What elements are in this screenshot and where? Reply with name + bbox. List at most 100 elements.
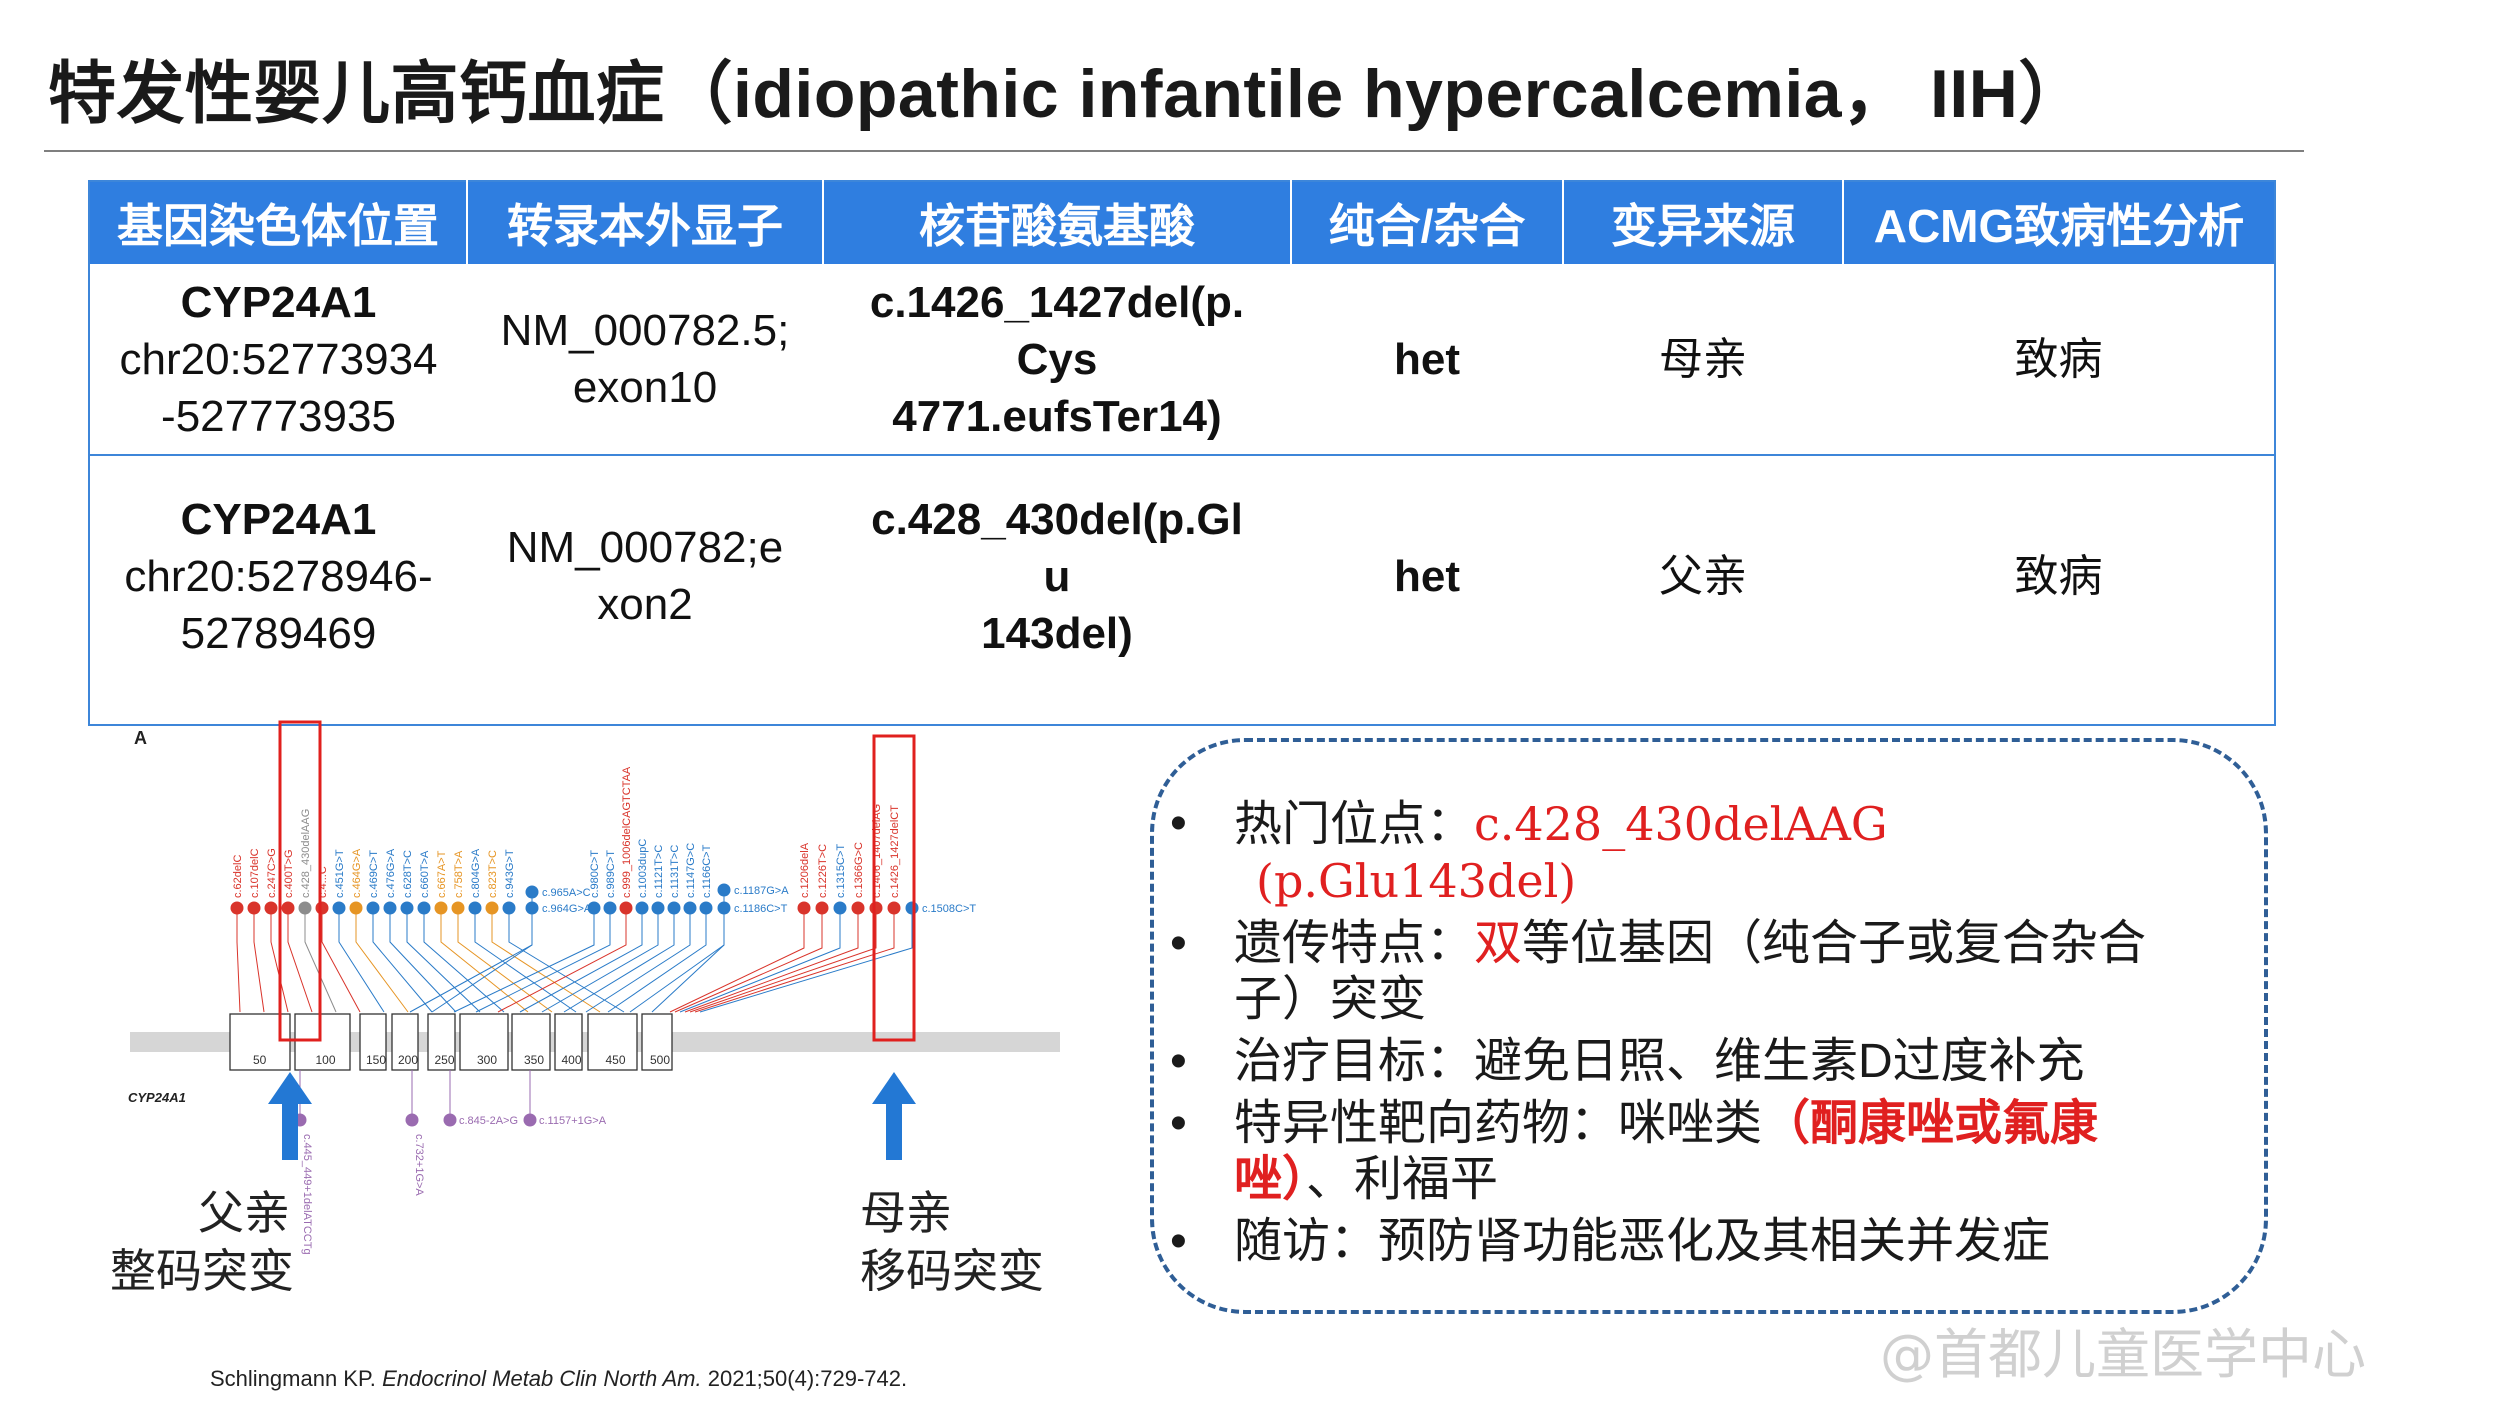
variant-label: c.989C>T	[605, 850, 617, 898]
variant-dot	[587, 901, 601, 915]
bullet-icon: •	[1170, 797, 1187, 850]
variant-connector	[338, 908, 385, 1013]
variant-line: 4771.eufsTer14)	[892, 391, 1222, 441]
variant-dot	[635, 901, 649, 915]
variant-connector	[453, 908, 595, 1013]
variant-dot	[699, 901, 713, 915]
bullet-icon: •	[1170, 1097, 1187, 1150]
transcript-cell: NM_000782.5; exon10	[467, 264, 823, 456]
axis-tick-label: 50	[253, 1053, 267, 1067]
genetics-text: 等位基因（纯合子或复合杂合	[1522, 917, 2147, 970]
variant-label: c.845-2A>G	[459, 1115, 518, 1127]
origin-cell: 母亲	[1563, 264, 1843, 456]
axis-tick-label: 450	[606, 1053, 626, 1067]
exon-box	[359, 1013, 387, 1071]
maternal-caption-line2: 移码突变	[860, 1245, 1044, 1297]
arrow-up-icon	[268, 1072, 312, 1160]
transcript-line: NM_000782;e	[506, 523, 784, 572]
variant-dot	[434, 901, 448, 915]
header-variant-origin: 变异来源	[1563, 181, 1844, 264]
variant-connector	[389, 908, 457, 1013]
watermark: @首都儿童医学中心	[1880, 1323, 2366, 1386]
variant-connector	[253, 908, 265, 1013]
variant-dot	[468, 901, 482, 915]
maternal-caption: 母亲 移码突变	[860, 1184, 1044, 1300]
variant-label: c.732+1G>A	[413, 1134, 425, 1196]
variant-label: c.400T>G	[283, 849, 295, 898]
location-line: -527773935	[161, 391, 396, 441]
variant-label: c.1157+1G>A	[539, 1115, 607, 1127]
bullet-icon: •	[1170, 1035, 1187, 1088]
variant-line: c.428_430del(p.Gl	[871, 494, 1243, 544]
variant-connector	[270, 908, 289, 1013]
variant-connector	[474, 908, 577, 1013]
variant-dot	[264, 901, 278, 915]
variant-dot	[525, 885, 539, 899]
variant-dot	[485, 901, 499, 915]
citation-authors: Schlingmann KP.	[210, 1366, 376, 1391]
variant-connector	[321, 908, 361, 1013]
variant-figure: A 50 100 150 200 250 300 350 400 450 500 CYP24A1 c.6…	[110, 720, 1060, 1320]
location-line: 52789469	[180, 608, 377, 658]
variant-dot	[525, 901, 539, 915]
variant-label: c.1226T>C	[817, 844, 829, 898]
variant-connector	[497, 908, 627, 1013]
gene-location-cell: CYP24A1 chr20:5278946- 52789469	[89, 455, 467, 725]
transcript-line: xon2	[597, 580, 693, 629]
list-item: • 特异性靶向药物：咪唑类（酮康唑或氟康 唑）、利福平	[1170, 1096, 2234, 1208]
header-transcript-exon: 转录本外显子	[467, 181, 824, 264]
acmg-cell: 致病	[1843, 264, 2275, 456]
variant-dot	[833, 901, 847, 915]
variant-label: c.628T>C	[402, 850, 414, 898]
variant-dot	[298, 901, 312, 915]
variant-dot	[417, 901, 431, 915]
variant-connector	[699, 908, 913, 1013]
origin-cell: 父亲	[1659, 551, 1747, 601]
drug-tail: 、利福平	[1306, 1153, 1499, 1206]
bullet-icon: •	[1170, 917, 1187, 970]
variant-dot	[451, 901, 465, 915]
exon-box	[511, 1013, 551, 1071]
genetics-highlight: 双	[1474, 917, 1523, 970]
variant-dot	[667, 901, 681, 915]
axis-tick-label: 200	[398, 1053, 418, 1067]
variant-dot	[619, 901, 633, 915]
zygosity-cell: het	[1291, 264, 1563, 456]
variant-label: c.1366G>C	[853, 842, 865, 898]
variant-connector	[607, 908, 707, 1013]
header-zygosity: 纯合/杂合	[1291, 181, 1564, 264]
variant-label: c.943G>T	[504, 849, 516, 898]
variant-dot	[797, 901, 811, 915]
variant-connector	[508, 908, 625, 1013]
variant-connector	[423, 908, 505, 1013]
variant-dot	[247, 901, 261, 915]
variant-label: c.464G>A	[351, 848, 363, 898]
variant-connector	[585, 908, 691, 1013]
header-gene-location: 基因染色体位置	[89, 181, 468, 264]
variant-connector	[304, 908, 337, 1013]
hotspot-label: 热门位点：	[1234, 798, 1475, 851]
header-nucleotide-aminoacid: 核苷酸氨基酸	[823, 181, 1292, 264]
variant-connector	[440, 908, 529, 1013]
citation-journal: Endocrinol Metab Clin North Am.	[382, 1366, 702, 1391]
variant-label: c.247C>G	[266, 848, 278, 898]
variant-line: u	[1043, 551, 1071, 601]
variant-label: c.667A>T	[436, 850, 448, 898]
exon-box	[554, 1013, 583, 1071]
hotspot-protein: (p.Glu143del)	[1256, 854, 1577, 908]
gene-name: CYP24A1	[180, 494, 377, 544]
variant-label: c.758T>A	[453, 850, 465, 898]
variant-cell: c.428_430del(p.Gl u 143del)	[823, 455, 1291, 725]
variant-connector	[457, 908, 553, 1013]
variant-dot	[869, 901, 883, 915]
gene-location-cell: CYP24A1 chr20:52773934 -527773935	[89, 264, 467, 456]
variant-line: Cys	[1016, 334, 1098, 384]
variant-connector	[541, 908, 659, 1013]
key-points-list: • 热门位点：c.428_430delAAG (p.Glu143del) • 遗…	[1170, 796, 2234, 1270]
variant-dot	[651, 901, 665, 915]
list-item: • 随访：预防肾功能恶化及其相关并发症	[1170, 1214, 2234, 1270]
drug-label: 特异性靶向药物：咪唑类	[1234, 1097, 1763, 1150]
list-item: • 治疗目标：避免日照、维生素D过度补充	[1170, 1034, 2234, 1090]
variant-dot	[349, 901, 363, 915]
variant-label: c.428_430delAAG	[300, 809, 312, 898]
